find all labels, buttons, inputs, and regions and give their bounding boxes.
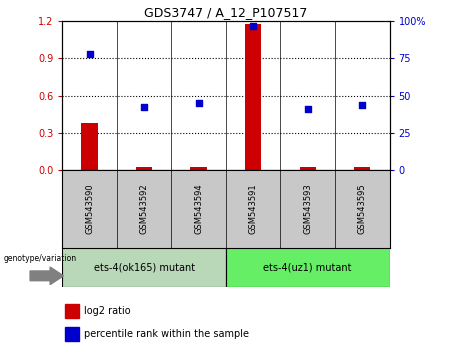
Point [249,23,257,29]
Bar [81,123,98,170]
Bar [190,167,207,170]
Title: GDS3747 / A_12_P107517: GDS3747 / A_12_P107517 [144,6,307,19]
Point [195,100,202,106]
Bar [136,167,152,170]
Bar [62,248,226,287]
Bar [65,304,79,318]
Text: GSM543591: GSM543591 [248,183,258,234]
Point [304,106,311,112]
Text: GSM543593: GSM543593 [303,183,312,234]
Point [359,102,366,107]
Text: percentile rank within the sample: percentile rank within the sample [84,329,249,339]
Bar [226,248,390,287]
Bar [65,327,79,341]
Point [140,105,148,110]
Bar [245,24,261,170]
Point [86,51,93,57]
Bar [300,167,316,170]
Text: GSM543590: GSM543590 [85,183,94,234]
Text: GSM543592: GSM543592 [140,183,148,234]
FancyArrow shape [30,267,64,285]
Text: ets-4(ok165) mutant: ets-4(ok165) mutant [94,262,195,272]
Bar [354,167,371,170]
Text: GSM543595: GSM543595 [358,183,367,234]
Text: genotype/variation: genotype/variation [3,254,77,263]
Text: log2 ratio: log2 ratio [84,306,131,316]
Text: ets-4(uz1) mutant: ets-4(uz1) mutant [264,262,352,272]
Text: GSM543594: GSM543594 [194,183,203,234]
